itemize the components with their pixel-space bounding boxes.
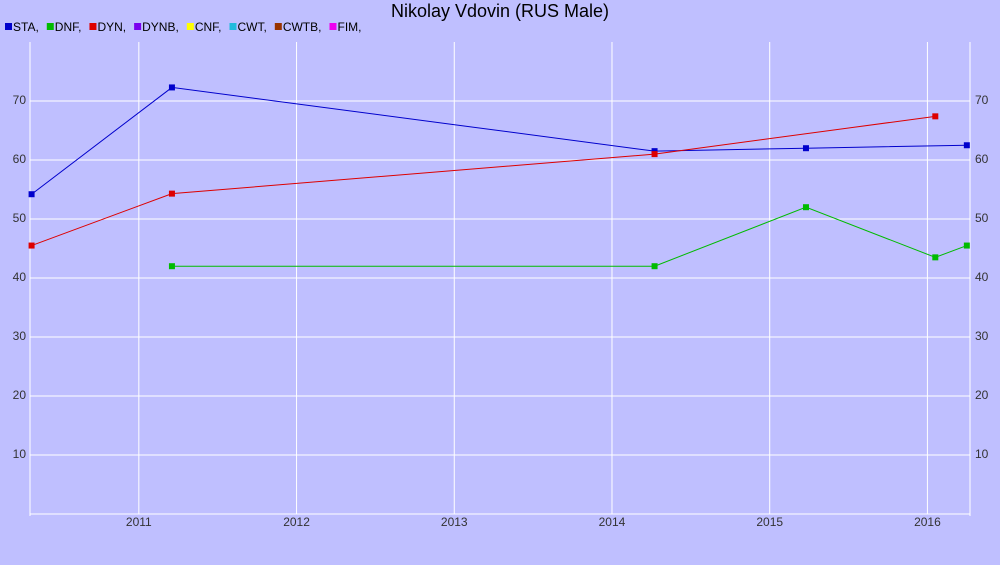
legend-swatch	[229, 23, 237, 30]
legend-label: DYNB,	[142, 20, 179, 34]
y-tick-label: 20	[13, 388, 27, 402]
y-tick-label-right: 30	[975, 329, 989, 343]
data-point	[932, 254, 939, 261]
x-tick-label: 2012	[283, 515, 310, 529]
legend-swatch	[329, 23, 337, 30]
legend-label: CWT,	[237, 20, 266, 34]
data-point	[651, 263, 658, 270]
legend-label: CWTB,	[283, 20, 322, 34]
y-tick-label: 70	[13, 93, 27, 107]
y-tick-label: 10	[13, 447, 27, 461]
data-point	[802, 145, 809, 152]
legend-label: FIM,	[337, 20, 361, 34]
data-point	[28, 242, 35, 249]
legend-label: DYN,	[97, 20, 126, 34]
legend-label: CNF,	[195, 20, 222, 34]
data-point	[168, 263, 175, 270]
legend-swatch	[186, 23, 194, 30]
y-tick-label: 30	[13, 329, 27, 343]
data-point	[963, 142, 970, 149]
data-point	[168, 190, 175, 197]
y-tick-label-right: 10	[975, 447, 989, 461]
legend-swatch	[274, 23, 282, 30]
x-tick-label: 2015	[756, 515, 783, 529]
y-tick-label: 50	[13, 211, 27, 225]
data-point	[168, 84, 175, 91]
series-line	[31, 86, 967, 195]
y-tick-label-right: 20	[975, 388, 989, 402]
y-tick-label-right: 60	[975, 152, 989, 166]
y-tick-label-right: 40	[975, 270, 989, 284]
data-point	[651, 151, 658, 158]
data-point	[28, 191, 35, 198]
y-tick-label-right: 50	[975, 211, 989, 225]
x-tick-label: 2014	[599, 515, 626, 529]
x-tick-label: 2013	[441, 515, 468, 529]
data-point	[932, 113, 939, 120]
legend-label: DNF,	[55, 20, 82, 34]
data-point	[802, 204, 809, 211]
legend-swatch	[134, 23, 142, 30]
x-tick-label: 2016	[914, 515, 941, 529]
data-point	[963, 242, 970, 249]
series-line	[171, 206, 968, 267]
x-tick-label: 2011	[126, 515, 152, 529]
series-line	[31, 115, 936, 247]
legend-swatch	[89, 23, 97, 30]
y-tick-label: 60	[13, 152, 27, 166]
y-tick-label-right: 70	[975, 93, 989, 107]
legend-swatch	[46, 23, 54, 30]
chart-title: Nikolay Vdovin (RUS Male)	[391, 1, 609, 21]
legend-swatch	[5, 23, 12, 30]
legend-label: STA,	[13, 20, 39, 34]
y-tick-label: 40	[13, 270, 27, 284]
